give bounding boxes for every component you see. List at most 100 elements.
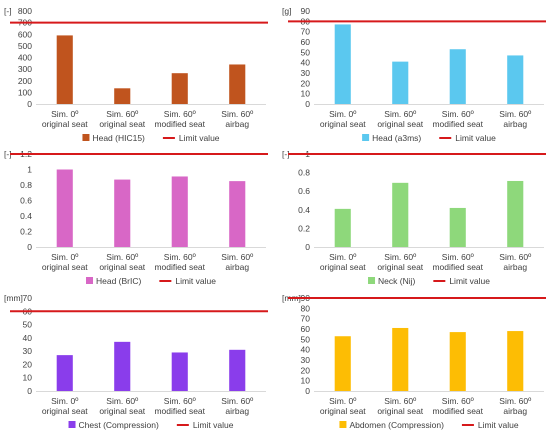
bar [334, 336, 351, 391]
x-category-label: Sim. 60º [442, 109, 474, 119]
x-category-label: modified seat [432, 262, 483, 272]
legend-swatch [339, 421, 347, 428]
legend: Chest (Compression) Limit value [68, 420, 234, 430]
y-tick-label: 40 [23, 333, 33, 343]
x-category-label: Sim. 60º [106, 252, 138, 262]
x-category-label: Sim. 0º [51, 252, 78, 262]
y-tick-label: 0.6 [20, 196, 32, 206]
bar [171, 352, 188, 391]
legend: Neck (Nij) Limit value [368, 276, 490, 286]
bar [229, 64, 246, 104]
x-category-label: modified seat [154, 119, 205, 129]
legend-swatch [82, 134, 90, 141]
x-category-label: Sim. 60º [164, 252, 196, 262]
y-tick-label: 0 [305, 386, 310, 396]
y-tick-label: 70 [301, 27, 311, 37]
x-category-label: airbag [503, 406, 527, 416]
x-category-label: Sim. 60º [164, 109, 196, 119]
y-tick-label: 600 [18, 29, 32, 39]
bar [334, 208, 351, 247]
y-unit-label: [g] [282, 6, 291, 16]
y-tick-label: 60 [301, 37, 311, 47]
legend-series-label: Head (a3ms) [372, 133, 421, 143]
legend-swatch [68, 421, 76, 428]
x-category-label: airbag [225, 262, 249, 272]
bar [114, 341, 131, 391]
x-category-label: original seat [320, 406, 366, 416]
legend: Abdomen (Compression) Limit value [339, 420, 519, 430]
x-category-label: Sim. 60º [221, 109, 253, 119]
x-category-label: modified seat [432, 406, 483, 416]
y-tick-label: 0 [27, 99, 32, 109]
y-tick-label: 30 [23, 346, 33, 356]
bar [229, 349, 246, 391]
bar [171, 176, 188, 247]
y-tick-label: 0.4 [20, 211, 32, 221]
y-tick-label: 20 [301, 78, 311, 88]
legend-series-label: Head (HIC15) [92, 133, 145, 143]
legend-limit-label: Limit value [193, 420, 234, 430]
y-tick-label: 70 [301, 314, 311, 324]
y-tick-label: 0.8 [298, 168, 310, 178]
y-tick-label: 0.8 [20, 180, 32, 190]
y-tick-label: 100 [18, 87, 32, 97]
x-category-label: modified seat [154, 262, 205, 272]
x-category-label: airbag [225, 406, 249, 416]
x-category-label: original seat [99, 406, 145, 416]
legend-limit-label: Limit value [478, 420, 519, 430]
x-category-label: Sim. 60º [442, 396, 474, 406]
y-tick-label: 400 [18, 53, 32, 63]
bar [114, 179, 131, 247]
legend-limit-label: Limit value [455, 133, 496, 143]
legend-series-label: Head (BrIC) [96, 276, 142, 286]
y-tick-label: 0 [305, 242, 310, 252]
x-category-label: Sim. 0º [329, 252, 356, 262]
bar [56, 169, 73, 247]
y-tick-label: 0.6 [298, 186, 310, 196]
x-category-label: original seat [99, 262, 145, 272]
legend: Head (HIC15) Limit value [82, 133, 220, 143]
y-tick-label: 0 [27, 242, 32, 252]
y-tick-label: 80 [301, 303, 311, 313]
bar [507, 180, 524, 247]
x-category-label: Sim. 60º [499, 109, 531, 119]
x-category-label: Sim. 60º [384, 252, 416, 262]
chart-panel-head-bric: [-] 0 0.2 0.4 0.6 0.8 1 1.2 Sim. 0º original seat… [0, 143, 272, 287]
y-tick-label: 800 [18, 6, 32, 16]
x-category-label: Sim. 60º [221, 252, 253, 262]
y-tick-label: 20 [23, 359, 33, 369]
bar [449, 207, 466, 247]
legend-swatch [86, 277, 94, 284]
y-unit-label: [mm] [4, 293, 23, 303]
legend: Head (BrIC) Limit value [86, 276, 216, 286]
y-tick-label: 500 [18, 41, 32, 51]
bar [56, 35, 73, 104]
legend: Head (a3ms) Limit value [362, 133, 496, 143]
bar [449, 49, 466, 104]
y-tick-label: 300 [18, 64, 32, 74]
legend-series-label: Chest (Compression) [79, 420, 159, 430]
x-category-label: original seat [377, 119, 423, 129]
y-unit-label: [-] [282, 149, 290, 159]
y-tick-label: 70 [23, 293, 33, 303]
x-category-label: Sim. 60º [442, 252, 474, 262]
legend-limit-label: Limit value [175, 276, 216, 286]
bar [392, 61, 409, 104]
y-tick-label: 50 [301, 47, 311, 57]
chart-panel-head-a3ms: [g] 0 10 20 30 40 50 60 70 80 90 Sim. 0º original se… [278, 0, 550, 144]
bar [56, 355, 73, 391]
chart-panel-head-hic15: [-] 0 100 200 300 400 500 600 700 800 Sim. 0º origi… [0, 0, 272, 144]
x-category-label: Sim. 60º [499, 396, 531, 406]
y-tick-label: 0.4 [298, 205, 310, 215]
y-tick-label: 20 [301, 365, 311, 375]
y-tick-label: 200 [18, 76, 32, 86]
x-category-label: Sim. 0º [51, 109, 78, 119]
y-tick-label: 30 [301, 68, 311, 78]
y-tick-label: 50 [301, 334, 311, 344]
x-category-label: original seat [99, 119, 145, 129]
